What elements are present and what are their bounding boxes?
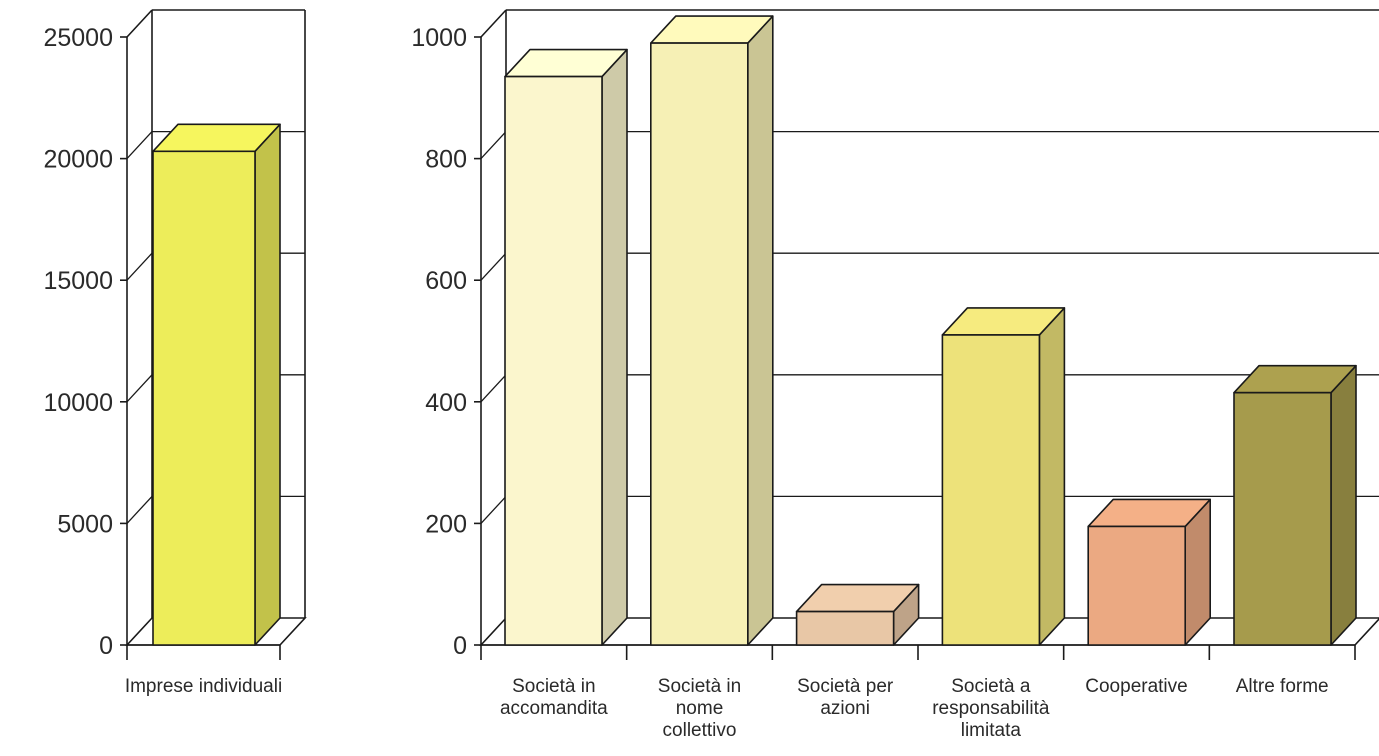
x-category-label-line: responsabilità	[932, 698, 1050, 719]
chart-panel-1: 0 5000 10000 15000 20000 25000 Imprese individ…	[43, 9, 307, 697]
bar	[504, 48, 628, 646]
bar	[649, 15, 774, 646]
y-tick-label: 25000	[43, 24, 113, 52]
x-category-label-line: Società per	[797, 676, 894, 697]
y-tick-label: 15000	[43, 267, 113, 295]
y-tick-label: 1000	[411, 24, 467, 52]
bar-front-face	[1087, 525, 1186, 646]
bar	[941, 307, 1066, 646]
bar	[1087, 498, 1211, 646]
y-tick-label: 800	[425, 146, 467, 174]
x-category-label: Imprese individuali	[125, 676, 282, 697]
side-wall-top-edge	[480, 9, 507, 38]
x-category-label-line: Imprese individuali	[125, 676, 282, 697]
x-category-label: Società in accomandita	[500, 676, 608, 719]
bar-side-face	[601, 48, 628, 646]
x-category-label-line: nome	[676, 698, 724, 719]
x-category-label-line: limitata	[961, 720, 1022, 741]
bar	[1233, 364, 1357, 646]
side-gridline	[480, 252, 507, 281]
bar-front-face	[1233, 391, 1332, 646]
side-gridline	[480, 374, 507, 403]
side-gridline	[126, 495, 153, 524]
x-category-label-line: azioni	[820, 698, 870, 719]
x-category-label-line: Società in	[658, 676, 741, 697]
x-category-label-line: Società in	[512, 676, 595, 697]
y-tick-label: 20000	[43, 146, 113, 174]
bar-side-face	[1330, 364, 1357, 646]
x-category-label: Società a responsabilità limitata	[932, 676, 1050, 741]
side-gridline	[480, 131, 507, 160]
x-category-label-line: collettivo	[663, 720, 737, 741]
side-gridline	[126, 131, 153, 160]
x-category-label: Altre forme	[1236, 676, 1329, 697]
y-tick-label: 10000	[43, 389, 113, 417]
x-category-label: Società in nome collettivo	[658, 676, 741, 741]
y-tick-label: 0	[453, 632, 467, 660]
y-tick-label: 0	[99, 632, 113, 660]
bar	[152, 123, 281, 646]
x-category-label: Società per azioni	[797, 676, 894, 719]
bar-side-face	[746, 15, 774, 646]
side-wall-top-edge	[126, 9, 153, 38]
side-gridline	[126, 252, 153, 281]
x-category-label-line: accomandita	[500, 698, 608, 719]
bar-front-face	[795, 610, 895, 646]
y-tick-label: 5000	[57, 510, 113, 538]
y-tick-label: 400	[425, 389, 467, 417]
bar-front-face	[649, 42, 749, 646]
bar	[795, 583, 920, 646]
bar-front-face	[504, 75, 603, 646]
side-gridline	[480, 495, 507, 524]
x-category-label-line: Altre forme	[1236, 676, 1329, 697]
bar-side-face	[254, 123, 281, 646]
x-category-label: Cooperative	[1085, 676, 1187, 697]
bar-front-face	[152, 150, 256, 646]
side-gridline	[126, 374, 153, 403]
y-tick-label: 600	[425, 267, 467, 295]
x-category-label-line: Cooperative	[1085, 676, 1187, 697]
bar-front-face	[941, 334, 1041, 646]
bar-side-face	[1038, 307, 1066, 646]
y-tick-label: 200	[425, 510, 467, 538]
x-category-label-line: Società a	[951, 676, 1031, 697]
